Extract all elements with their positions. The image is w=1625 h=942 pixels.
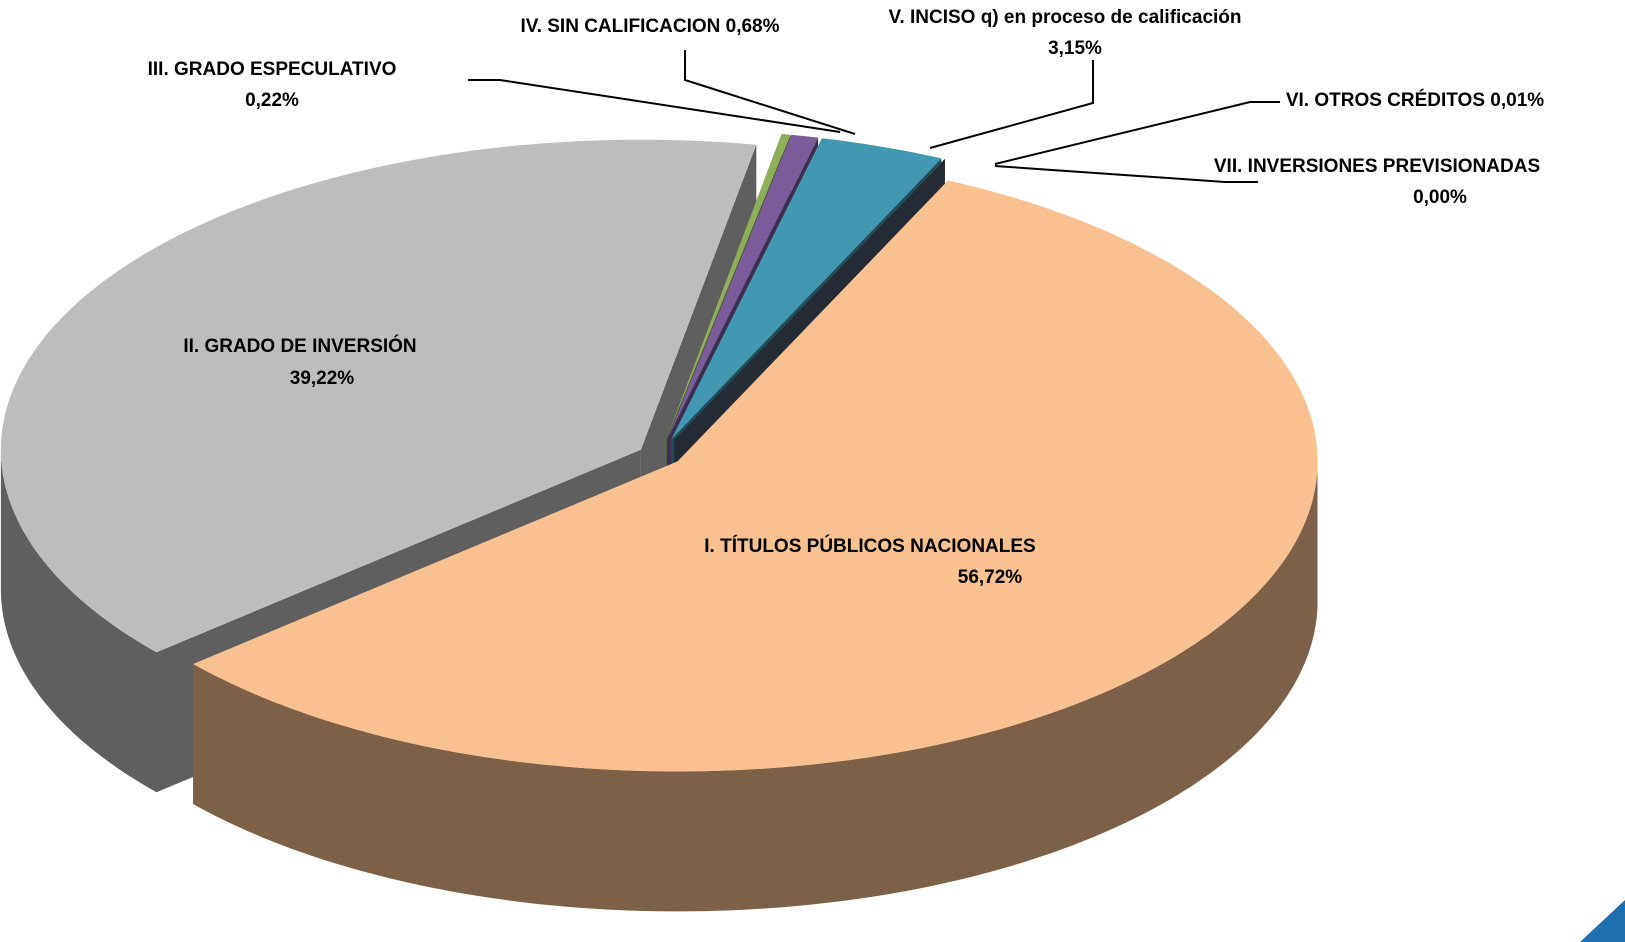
value-label: 0,68% <box>726 16 780 37</box>
leader-line <box>468 79 841 133</box>
leader-line <box>994 165 1258 183</box>
value-label: 56,72% <box>958 567 1023 588</box>
slice-label: VI. OTROS CRÉDITOS 0,01% <box>1286 89 1544 111</box>
slice-wall <box>193 461 1318 912</box>
slice-label: III. GRADO ESPECULATIVO <box>148 59 397 80</box>
slice-label: VII. INVERSIONES PREVISIONADAS <box>1214 156 1540 177</box>
pie <box>0 133 1318 912</box>
value-label: 0,01% <box>1490 90 1544 111</box>
slice <box>674 159 945 441</box>
leader-line <box>929 60 1094 149</box>
slice-label: V. INCISO q) en proceso de calificación <box>888 7 1241 28</box>
value-label: 0,00% <box>1413 187 1467 208</box>
leader-line <box>684 50 856 135</box>
category: VI. OTROS CRÉDITOS <box>1286 89 1485 111</box>
slice <box>671 138 942 440</box>
value-label: 0,22% <box>245 90 299 111</box>
slice <box>0 139 757 653</box>
slice <box>666 133 791 439</box>
value-label: 39,22% <box>290 368 355 389</box>
slice-label: II. GRADO DE INVERSIÓN <box>183 335 416 357</box>
slice <box>193 180 1318 772</box>
logo <box>1580 900 1625 942</box>
slice-label: I. TÍTULOS PÚBLICOS NACIONALES <box>704 535 1035 557</box>
value-label: 3,15% <box>1048 38 1102 59</box>
slice-wall <box>0 449 157 793</box>
category: IV. SIN CALIFICACION <box>520 16 720 37</box>
slice-label: IV. SIN CALIFICACION 0,68% <box>520 16 779 37</box>
leader-line <box>994 101 1280 165</box>
slice <box>667 134 819 439</box>
